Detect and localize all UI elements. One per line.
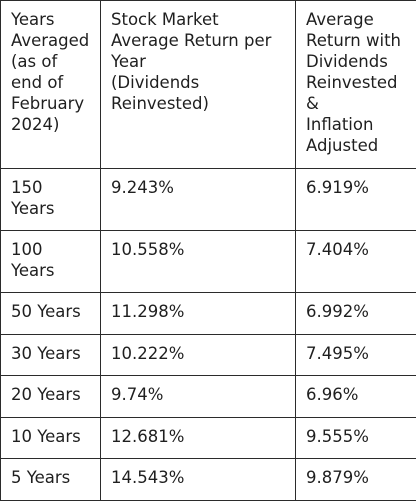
header-inflation-adjusted-return: Average Return with Dividends Reinvested… [296,1,416,169]
average-return-cell: 12.681% [101,417,296,459]
header-average-return: Stock Market Average Return per Year (Di… [101,1,296,169]
years-cell: 5 Years [1,459,101,501]
table-row: 100 Years 10.558% 7.404% [1,231,416,293]
inflation-adjusted-cell: 6.96% [296,376,416,418]
header-row: Years Averaged (as of end of February 20… [1,1,416,169]
average-return-cell: 10.222% [101,334,296,376]
years-cell: 30 Years [1,334,101,376]
table-row: 5 Years 14.543% 9.879% [1,459,416,501]
table-row: 150 Years 9.243% 6.919% [1,169,416,231]
header-years-averaged: Years Averaged (as of end of February 20… [1,1,101,169]
average-return-cell: 14.543% [101,459,296,501]
table-row: 50 Years 11.298% 6.992% [1,293,416,335]
average-return-cell: 10.558% [101,231,296,293]
inflation-adjusted-cell: 9.555% [296,417,416,459]
inflation-adjusted-cell: 7.495% [296,334,416,376]
inflation-adjusted-cell: 6.992% [296,293,416,335]
inflation-adjusted-cell: 7.404% [296,231,416,293]
average-return-cell: 11.298% [101,293,296,335]
table-row: 10 Years 12.681% 9.555% [1,417,416,459]
average-return-cell: 9.74% [101,376,296,418]
years-cell: 150 Years [1,169,101,231]
inflation-adjusted-cell: 6.919% [296,169,416,231]
table-row: 20 Years 9.74% 6.96% [1,376,416,418]
years-cell: 20 Years [1,376,101,418]
table-row: 30 Years 10.222% 7.495% [1,334,416,376]
years-cell: 50 Years [1,293,101,335]
years-cell: 10 Years [1,417,101,459]
inflation-adjusted-cell: 9.879% [296,459,416,501]
years-cell: 100 Years [1,231,101,293]
average-return-cell: 9.243% [101,169,296,231]
